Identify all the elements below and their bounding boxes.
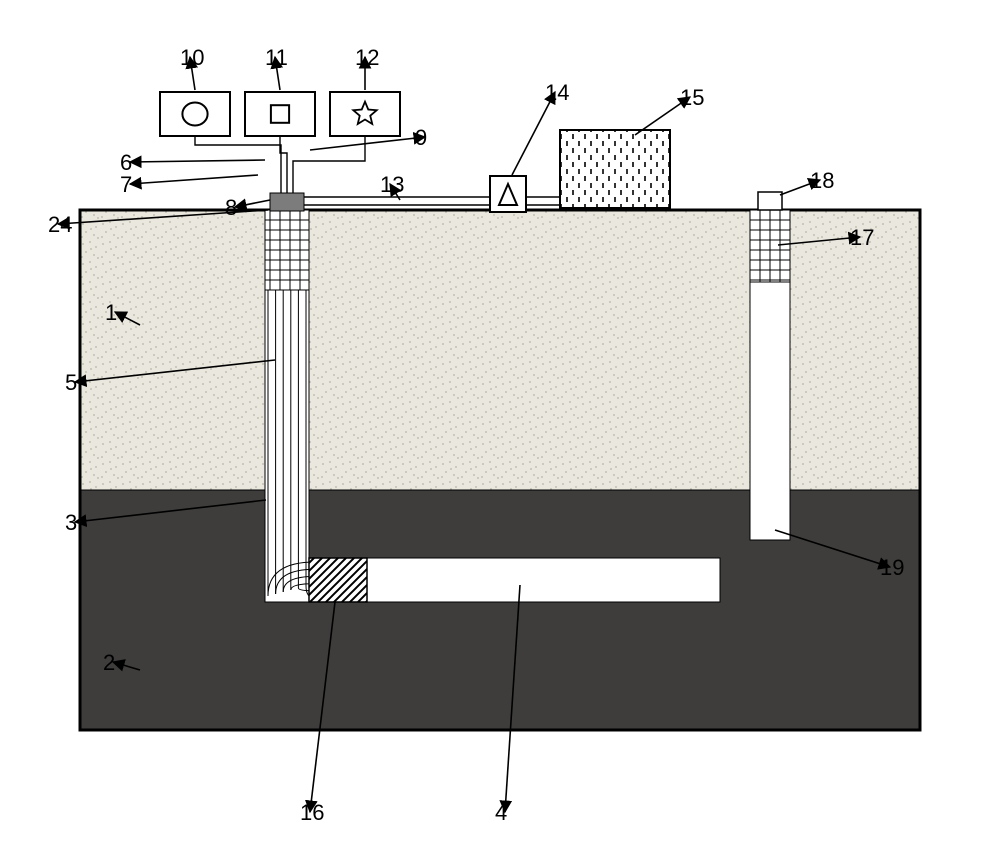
callout-15: 15 <box>680 85 704 111</box>
callout-11: 11 <box>265 45 288 71</box>
callout-8: 8 <box>225 195 237 221</box>
callout-5: 5 <box>65 370 77 396</box>
callout-13: 13 <box>380 172 404 198</box>
callout-3: 3 <box>65 510 77 536</box>
callout-17: 17 <box>850 225 874 251</box>
callout-4: 4 <box>495 800 507 826</box>
callout-10: 10 <box>180 45 204 71</box>
callout-7: 7 <box>120 172 132 198</box>
callout-9: 9 <box>415 125 427 151</box>
callout-1: 1 <box>105 300 117 326</box>
diagram-stage: 1234567891011121314151617181924 <box>0 0 1000 856</box>
callout-12: 12 <box>355 45 379 71</box>
callout-14: 14 <box>545 80 569 106</box>
callout-24: 24 <box>48 212 72 238</box>
callout-18: 18 <box>810 168 834 194</box>
diagram-svg <box>0 0 1000 856</box>
callout-19: 19 <box>880 555 904 581</box>
callout-2: 2 <box>103 650 115 676</box>
callout-16: 16 <box>300 800 324 826</box>
